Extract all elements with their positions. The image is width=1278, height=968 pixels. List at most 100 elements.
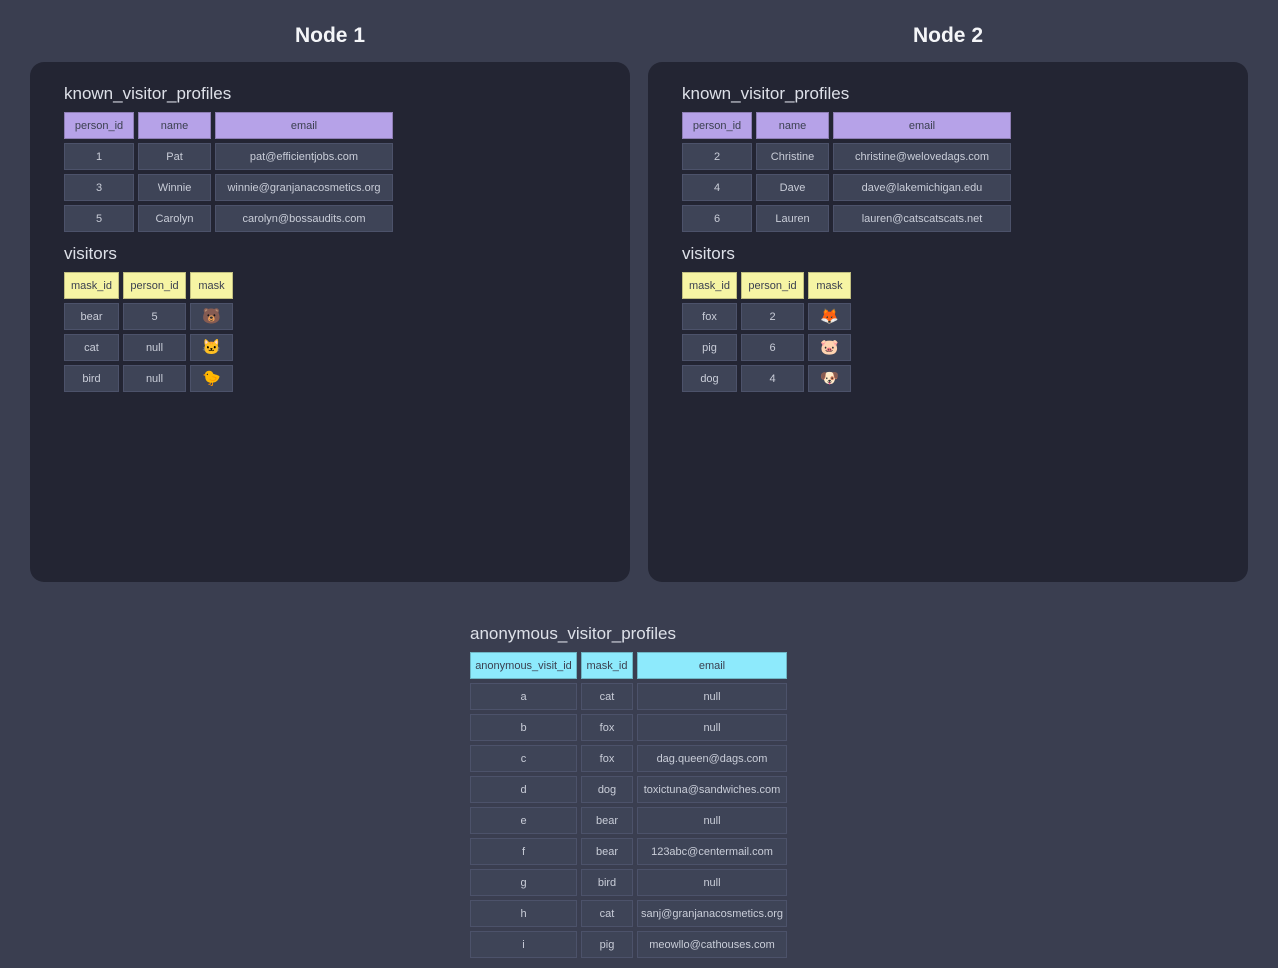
anonymous-visitor-profiles-title: anonymous_visitor_profiles: [470, 624, 676, 643]
table-cell: b: [470, 714, 577, 741]
table-cell: dog: [581, 776, 633, 803]
table-cell: 5: [123, 303, 186, 330]
node2-title: Node 2: [912, 24, 983, 47]
column-header-email: email: [215, 112, 393, 139]
table-cell: Carolyn: [138, 205, 211, 232]
column-header-mask_id: mask_id: [64, 272, 119, 299]
table-cell: 123abc@centermail.com: [637, 838, 787, 865]
column-header-mask: mask: [808, 272, 851, 299]
table-row: i pig meowllo@cathouses.com: [470, 931, 787, 958]
node1-visitors-table: mask_id person_id mask bear 5 🐻 cat null 🐱 bird nu…: [64, 272, 630, 392]
table-cell: sanj@granjanacosmetics.org: [637, 900, 787, 927]
node2-visitors-title: visitors: [682, 244, 735, 263]
table-cell: Lauren: [756, 205, 829, 232]
table-cell: dave@lakemichigan.edu: [833, 174, 1011, 201]
table-cell: Christine: [756, 143, 829, 170]
table-cell: f: [470, 838, 577, 865]
table-header-row: person_id name email: [64, 112, 630, 139]
column-header-mask: mask: [190, 272, 233, 299]
table-cell: pig: [581, 931, 633, 958]
node1-known-visitor-profiles-title: known_visitor_profiles: [64, 84, 232, 103]
table-row: e bear null: [470, 807, 787, 834]
table-cell: null: [637, 683, 787, 710]
table-row: 4 Dave dave@lakemichigan.edu: [682, 174, 1248, 201]
table-cell: 6: [741, 334, 804, 361]
column-header-person_id: person_id: [123, 272, 186, 299]
table-row: c fox dag.queen@dags.com: [470, 745, 787, 772]
node2-known-visitor-profiles-table: person_id name email 2 Christine christine@we…: [682, 112, 1248, 232]
table-cell: fox: [682, 303, 737, 330]
table-cell: 4: [682, 174, 752, 201]
node2-known-visitor-profiles-title: known_visitor_profiles: [682, 84, 850, 103]
table-row: a cat null: [470, 683, 787, 710]
table-header-row: anonymous_visit_id mask_id email: [470, 652, 787, 679]
table-cell: 2: [682, 143, 752, 170]
table-row: bear 5 🐻: [64, 303, 630, 330]
table-cell: pig: [682, 334, 737, 361]
table-cell: dog: [682, 365, 737, 392]
table-cell: h: [470, 900, 577, 927]
table-cell: 5: [64, 205, 134, 232]
table-cell: i: [470, 931, 577, 958]
table-cell: null: [637, 807, 787, 834]
column-header-name: name: [756, 112, 829, 139]
node2-panel: known_visitor_profiles person_id name emai…: [648, 62, 1248, 582]
table-row: dog 4 🐶: [682, 365, 1248, 392]
table-row: fox 2 🦊: [682, 303, 1248, 330]
table-cell: null: [637, 714, 787, 741]
table-cell: a: [470, 683, 577, 710]
table-cell: carolyn@bossaudits.com: [215, 205, 393, 232]
table-cell: toxictuna@sandwiches.com: [637, 776, 787, 803]
table-row: 2 Christine christine@welovedags.com: [682, 143, 1248, 170]
table-cell: Winnie: [138, 174, 211, 201]
table-cell: cat: [581, 900, 633, 927]
table-row: 6 Lauren lauren@catscatscats.net: [682, 205, 1248, 232]
table-row: 5 Carolyn carolyn@bossaudits.com: [64, 205, 630, 232]
table-cell: lauren@catscatscats.net: [833, 205, 1011, 232]
table-cell: cat: [64, 334, 119, 361]
table-cell: c: [470, 745, 577, 772]
table-cell: null: [123, 334, 186, 361]
table-cell: pat@efficientjobs.com: [215, 143, 393, 170]
table-cell: 2: [741, 303, 804, 330]
table-row: b fox null: [470, 714, 787, 741]
column-header-email: email: [637, 652, 787, 679]
table-row: pig 6 🐷: [682, 334, 1248, 361]
table-cell: cat: [581, 683, 633, 710]
table-row: bird null 🐤: [64, 365, 630, 392]
mask-emoji-cell: 🐻: [190, 303, 233, 330]
table-cell: Pat: [138, 143, 211, 170]
table-cell: e: [470, 807, 577, 834]
table-cell: winnie@granjanacosmetics.org: [215, 174, 393, 201]
table-cell: bear: [581, 807, 633, 834]
node1-panel: known_visitor_profiles person_id name emai…: [30, 62, 630, 582]
column-header-person_id: person_id: [682, 112, 752, 139]
column-header-person_id: person_id: [64, 112, 134, 139]
mask-emoji-cell: 🐶: [808, 365, 851, 392]
table-row: 3 Winnie winnie@granjanacosmetics.org: [64, 174, 630, 201]
mask-emoji-cell: 🦊: [808, 303, 851, 330]
table-cell: 1: [64, 143, 134, 170]
column-header-name: name: [138, 112, 211, 139]
table-cell: 4: [741, 365, 804, 392]
table-cell: g: [470, 869, 577, 896]
table-cell: bear: [64, 303, 119, 330]
table-cell: bird: [64, 365, 119, 392]
mask-emoji-cell: 🐷: [808, 334, 851, 361]
table-cell: meowllo@cathouses.com: [637, 931, 787, 958]
anonymous-visitor-profiles-table: anonymous_visit_id mask_id email a cat null b f…: [470, 652, 787, 958]
table-cell: 3: [64, 174, 134, 201]
table-cell: d: [470, 776, 577, 803]
mask-emoji-cell: 🐱: [190, 334, 233, 361]
table-header-row: person_id name email: [682, 112, 1248, 139]
node2-visitors-table: mask_id person_id mask fox 2 🦊 pig 6 🐷 dog 4 🐶: [682, 272, 1248, 392]
node1-visitors-title: visitors: [64, 244, 117, 263]
table-row: h cat sanj@granjanacosmetics.org: [470, 900, 787, 927]
table-row: g bird null: [470, 869, 787, 896]
table-header-row: mask_id person_id mask: [64, 272, 630, 299]
table-cell: fox: [581, 714, 633, 741]
anonymous-visitor-profiles-section: anonymous_visitor_profiles anonymous_vis…: [470, 624, 787, 962]
table-cell: null: [123, 365, 186, 392]
column-header-mask_id: mask_id: [682, 272, 737, 299]
